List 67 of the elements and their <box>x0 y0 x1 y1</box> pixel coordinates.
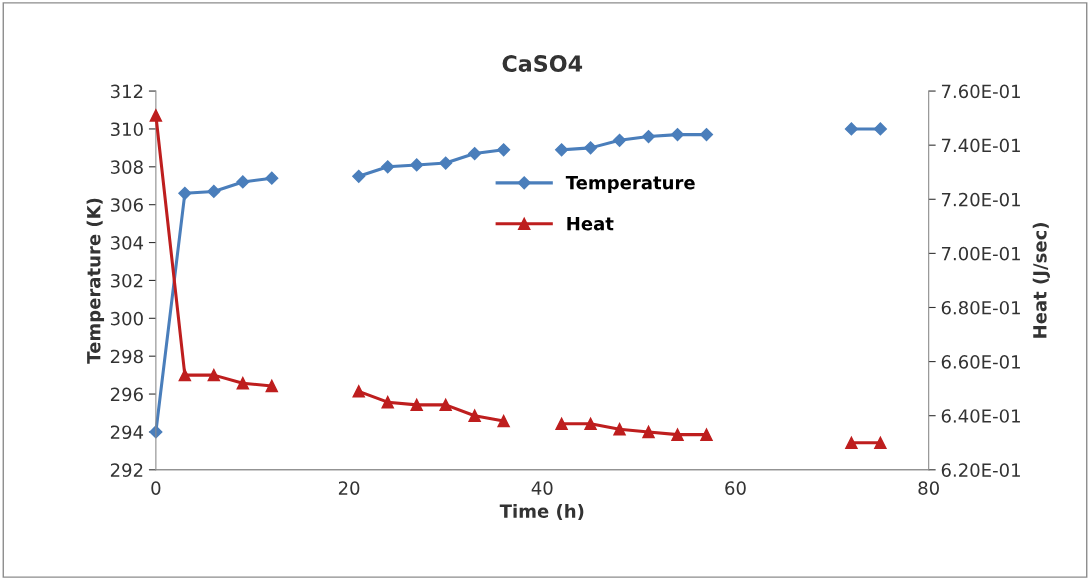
y2-tick-label: 7.00E-01 <box>941 246 1020 261</box>
x-tick-label: 20 <box>338 481 360 495</box>
point <box>381 160 395 174</box>
point <box>642 425 655 439</box>
point <box>641 129 656 144</box>
point <box>207 368 221 382</box>
y-tick-label: 310 <box>110 122 143 137</box>
y-tick-label: 306 <box>110 198 143 212</box>
point <box>584 417 597 431</box>
point <box>699 128 714 142</box>
point <box>265 171 279 185</box>
point <box>352 169 366 183</box>
x-tick-label: 60 <box>725 481 746 495</box>
chart-title: CaSO4 <box>502 55 583 72</box>
x-tick-label: 80 <box>918 481 939 495</box>
point <box>873 122 887 136</box>
y-tick-label: 308 <box>110 160 143 174</box>
point <box>468 146 482 161</box>
y2-tick-label: 6.20E-01 <box>941 463 1020 477</box>
x-axis-title: Time (h) <box>499 503 584 521</box>
y-tick-label: 304 <box>110 236 144 250</box>
y-tick-label: 300 <box>110 311 143 326</box>
y2-axis-title: Heat (J/sec) <box>1032 223 1051 338</box>
point <box>410 398 423 412</box>
point <box>178 368 192 382</box>
y-tick-label: 292 <box>110 463 143 477</box>
point <box>612 133 627 147</box>
point <box>555 143 569 157</box>
point <box>583 141 598 155</box>
y-tick-label: 302 <box>110 273 143 288</box>
y2-tick-label: 6.80E-01 <box>941 300 1020 315</box>
y2-tick-label: 6.40E-01 <box>941 409 1020 423</box>
point <box>149 109 163 122</box>
x-tick-label: 40 <box>531 481 553 495</box>
point <box>265 379 279 393</box>
point <box>439 398 452 412</box>
point <box>555 417 568 431</box>
point <box>497 143 511 157</box>
point <box>671 428 684 441</box>
point <box>236 376 250 390</box>
legend-label: Heat <box>567 216 614 231</box>
point <box>236 175 250 189</box>
y2-tick-label: 7.20E-01 <box>941 192 1020 207</box>
point <box>178 186 192 200</box>
point <box>874 436 887 449</box>
point <box>468 409 481 422</box>
point <box>381 395 394 409</box>
y-axis-title: Temperature (K) <box>86 198 105 364</box>
y-tick-label: 298 <box>110 349 143 364</box>
point <box>613 422 626 436</box>
point <box>497 414 510 428</box>
point <box>352 385 365 398</box>
y2-tick-label: 6.60E-01 <box>941 355 1020 369</box>
y2-tick-label: 7.40E-01 <box>941 138 1020 153</box>
point <box>670 128 685 142</box>
y-tick-label: 294 <box>110 425 144 440</box>
point <box>700 428 713 441</box>
point <box>844 122 858 136</box>
point <box>845 436 858 449</box>
point <box>207 184 221 199</box>
legend-label: Temperature <box>565 176 695 193</box>
y2-tick-label: 7.60E-01 <box>941 84 1020 99</box>
point <box>439 156 453 170</box>
x-tick-label: 0 <box>151 481 161 495</box>
y-tick-label: 312 <box>110 84 143 99</box>
point <box>410 158 424 172</box>
y-tick-label: 296 <box>110 387 143 402</box>
